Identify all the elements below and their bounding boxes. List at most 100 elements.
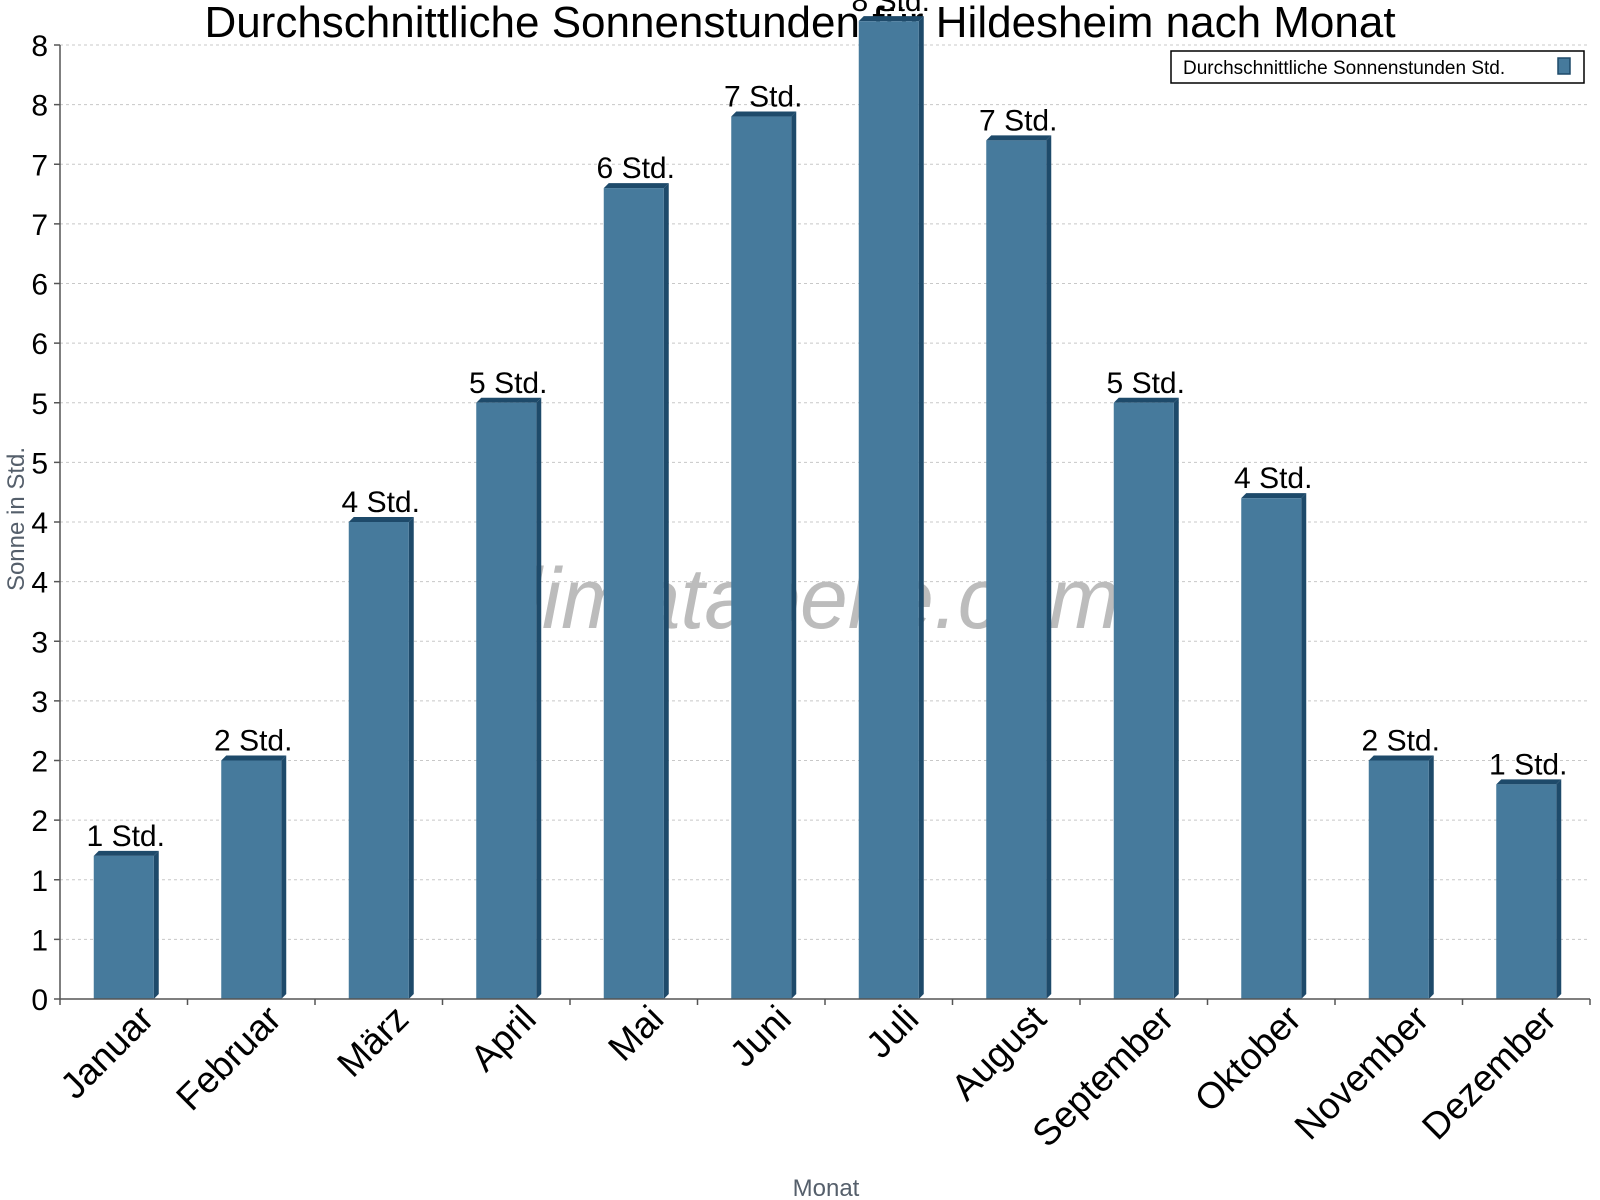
x-tick-label: Dezember: [1414, 998, 1564, 1148]
bar-side: [153, 850, 159, 999]
bar-oktober: [1241, 493, 1307, 999]
bars: [93, 16, 1562, 1000]
data-label: 7 Std.: [724, 81, 802, 114]
bar-top: [221, 755, 287, 761]
data-label: 5 Std.: [469, 367, 547, 400]
x-tick-label: Juni: [722, 998, 799, 1075]
legend-box: [1170, 50, 1585, 84]
axes: [54, 44, 1591, 1005]
bar-top: [476, 397, 542, 403]
chart-title: Durchschnittliche Sonnenstunden für Hild…: [204, 0, 1395, 47]
bar-side: [408, 517, 414, 999]
x-tick-label: November: [1287, 998, 1437, 1148]
bar-august: [986, 135, 1052, 999]
data-label: 6 Std.: [597, 152, 675, 185]
x-tick-label: Juli: [858, 998, 926, 1066]
bar-side: [918, 16, 924, 999]
data-label: 1 Std.: [1489, 748, 1567, 781]
y-axis-title: Sonne in Std.: [3, 447, 30, 591]
legend-swatch: [1557, 57, 1571, 75]
x-tick-label: Oktober: [1187, 998, 1309, 1120]
bar-side: [791, 111, 797, 1000]
y-tick-label: 8: [31, 90, 48, 123]
bar-face: [858, 21, 919, 999]
bar-top: [858, 16, 924, 22]
bar-top: [986, 135, 1052, 141]
y-tick-labels: 0 1 1 2 2 3 3 4 4 5 5 6 6 7 7 8 8: [31, 30, 48, 1017]
bar-märz: [348, 517, 414, 999]
data-label: 2 Std.: [214, 725, 292, 758]
x-tick-label: August: [943, 997, 1054, 1108]
data-labels: 1 Std. 2 Std. 4 Std. 5 Std. 6 Std. 7 Std. 8 St…: [87, 0, 1568, 853]
bar-face: [603, 188, 664, 1000]
y-tick-label: 1: [31, 865, 48, 898]
bar-top: [93, 850, 159, 856]
x-tick-label: April: [463, 998, 544, 1079]
data-label: 7 Std.: [979, 104, 1057, 137]
y-tick-label: 3: [31, 686, 48, 719]
bar-face: [348, 522, 409, 999]
x-axis-title: Monat: [793, 1175, 860, 1200]
data-label: 1 Std.: [87, 820, 165, 853]
bar-november: [1368, 755, 1434, 999]
bar-februar: [221, 755, 287, 999]
y-tick-label: 6: [31, 328, 48, 361]
y-tick-label: 7: [31, 149, 48, 182]
bar-side: [281, 755, 287, 999]
bar-top: [1241, 493, 1307, 499]
x-tick-labels: Januar Februar März April Mai Juni Juli AugustS…: [52, 997, 1563, 1154]
bar-side: [1173, 397, 1179, 999]
bar-side: [1301, 493, 1307, 999]
bar-side: [1046, 135, 1052, 999]
data-label: 2 Std.: [1362, 725, 1440, 758]
bar-side: [1428, 755, 1434, 999]
data-label: 8 Std.: [852, 0, 930, 18]
bar-face: [93, 855, 154, 999]
y-tick-label: 5: [31, 447, 48, 480]
y-tick-label: 4: [31, 507, 48, 540]
bar-top: [1368, 755, 1434, 761]
legend: Durchschnittliche Sonnenstunden Std.: [1170, 50, 1585, 84]
y-tick-label: 7: [31, 209, 48, 242]
bar-face: [476, 402, 537, 999]
x-tick-label: März: [329, 998, 416, 1085]
y-tick-label: 5: [31, 388, 48, 421]
bar-face: [986, 140, 1047, 999]
x-tick-label: Januar: [52, 998, 161, 1107]
bar-side: [536, 397, 542, 999]
bar-top: [603, 183, 669, 189]
x-tick-label: Mai: [600, 998, 671, 1069]
bar-mai: [603, 183, 669, 1000]
bar-januar: [93, 850, 159, 999]
y-tick-label: 0: [31, 984, 48, 1017]
bar-top: [1113, 397, 1179, 403]
data-label: 4 Std.: [342, 486, 420, 519]
bar-face: [1241, 498, 1302, 999]
bar-juni: [731, 111, 797, 1000]
data-label: 5 Std.: [1107, 367, 1185, 400]
bar-side: [663, 183, 669, 1000]
legend-label: Durchschnittliche Sonnenstunden Std.: [1183, 58, 1505, 79]
bar-top: [1496, 779, 1562, 785]
bar-top: [348, 517, 414, 522]
bar-face: [731, 116, 792, 1000]
bar-side: [1556, 779, 1562, 999]
bar-september: [1113, 397, 1179, 999]
y-tick-label: 6: [31, 269, 48, 302]
y-tick-label: 4: [31, 567, 48, 600]
bar-top: [731, 111, 797, 117]
bar-face: [1113, 402, 1174, 999]
bar-dezember: [1496, 779, 1562, 999]
grid-lines: [60, 44, 1590, 940]
y-tick-label: 1: [31, 924, 48, 957]
data-label: 4 Std.: [1234, 462, 1312, 495]
bar-face: [1496, 784, 1557, 999]
bar-face: [1368, 760, 1429, 999]
bar-april: [476, 397, 542, 999]
y-tick-label: 2: [31, 746, 48, 779]
bar-face: [221, 760, 282, 999]
y-tick-label: 3: [31, 626, 48, 659]
bar-juli: [858, 16, 924, 999]
